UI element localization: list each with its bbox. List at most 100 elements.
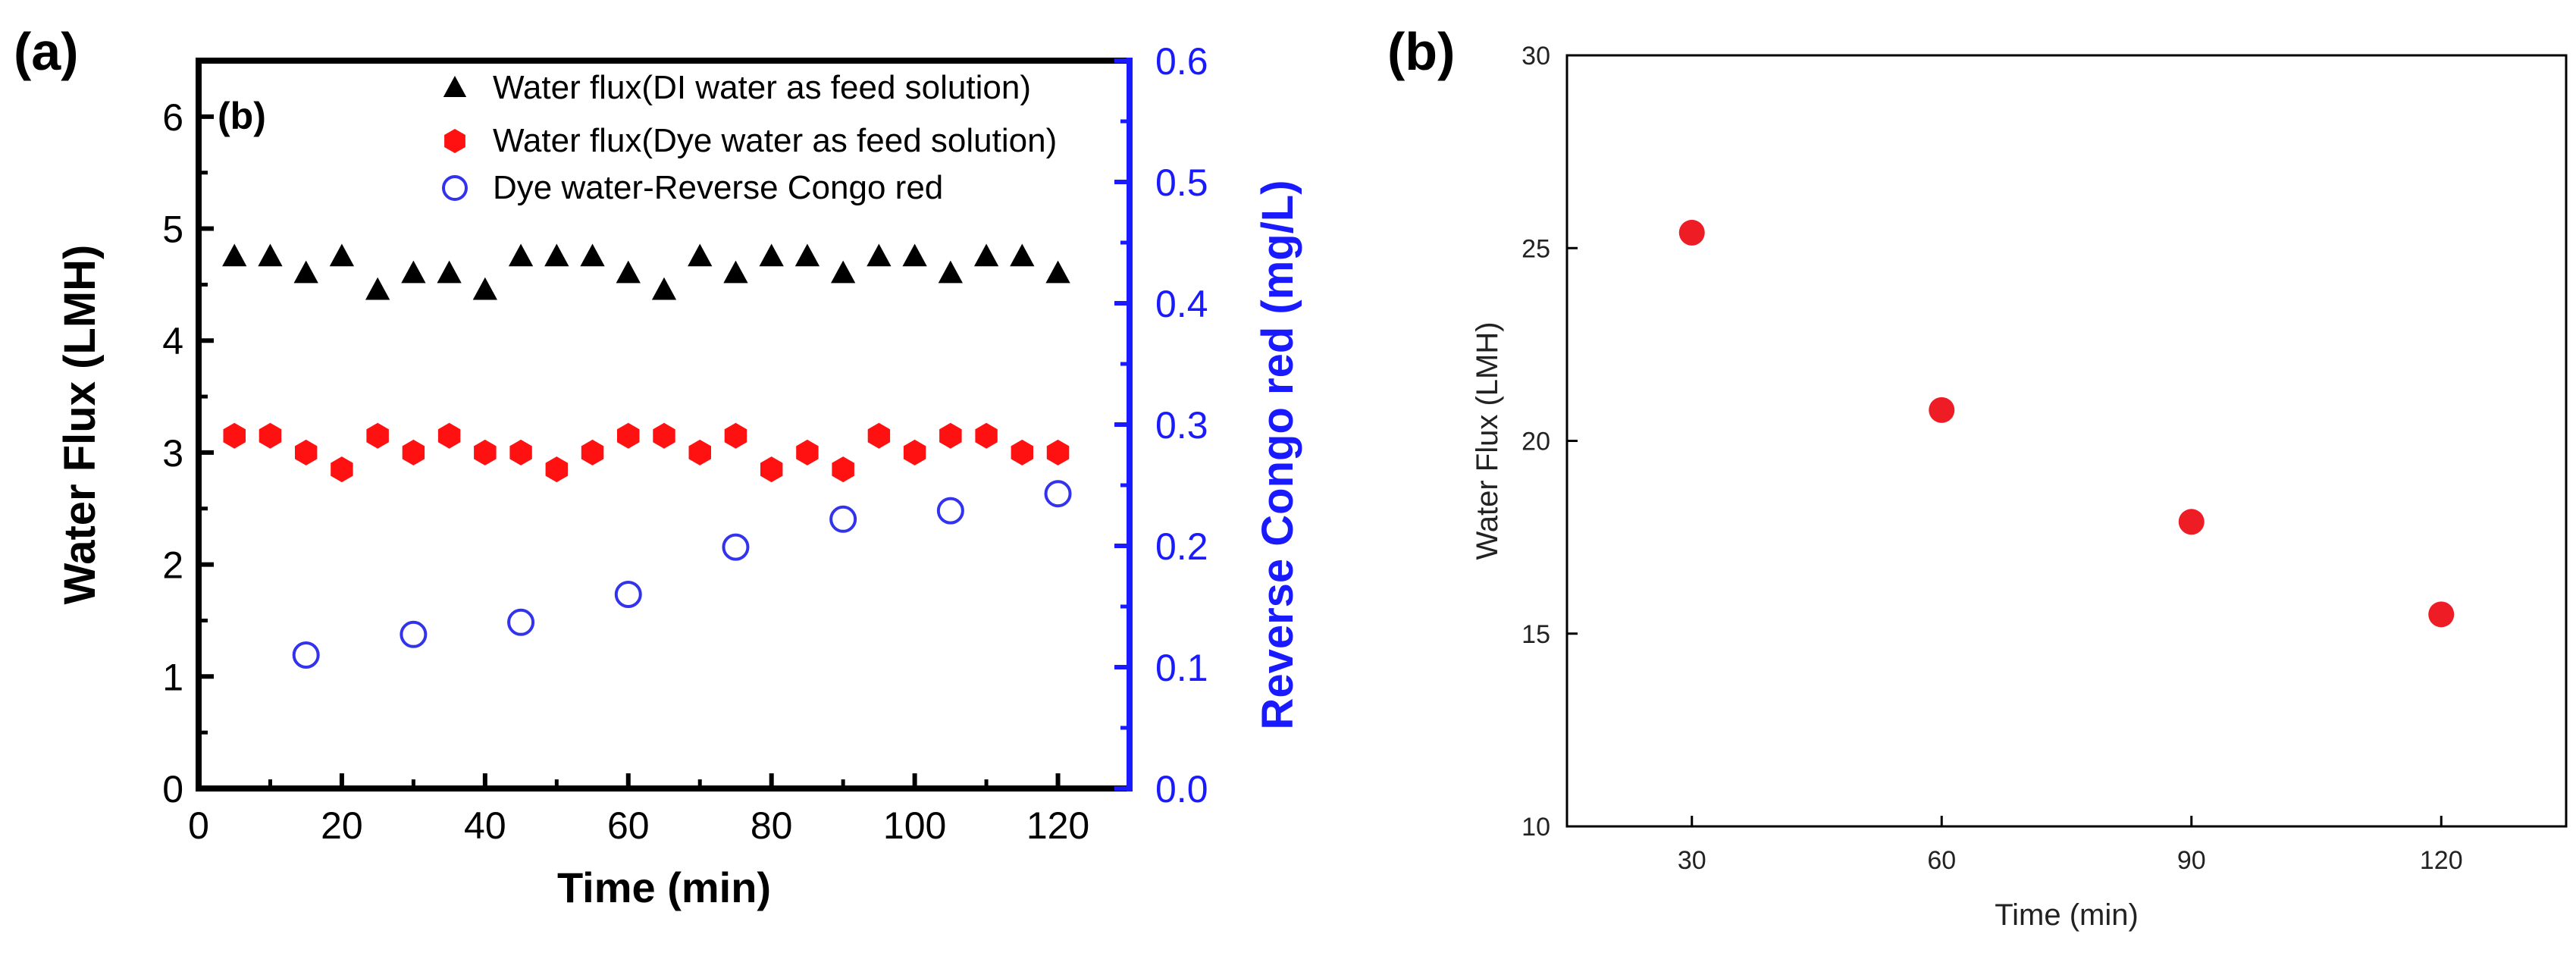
y-tick-label: 2 — [162, 544, 183, 587]
di-water-point — [973, 243, 999, 267]
congo-red-point — [829, 505, 857, 533]
legend-marker-dye — [444, 129, 465, 153]
congo-red-point — [614, 581, 642, 608]
x-tick-label: 30 — [1678, 846, 1706, 875]
di-water-point — [831, 260, 856, 284]
di-water-point — [437, 260, 462, 284]
x-tick-label: 120 — [1026, 804, 1089, 847]
dye-water-point — [223, 422, 246, 449]
y-tick-label: 1 — [162, 656, 183, 698]
dye-water-point — [796, 439, 819, 466]
di-water-point — [688, 243, 713, 267]
congo-red-point — [1044, 480, 1072, 508]
dye-water-point — [474, 439, 497, 466]
di-water-point — [293, 260, 318, 284]
di-water-point — [508, 243, 534, 267]
dye-water-point — [975, 422, 998, 449]
flux-point — [1678, 219, 1705, 246]
x-tick-label: 40 — [464, 804, 506, 847]
dye-water-point — [1046, 439, 1070, 466]
di-water-point — [794, 243, 820, 267]
flux-point — [2178, 509, 2205, 535]
di-water-point — [1045, 260, 1070, 284]
congo-red-point — [722, 533, 750, 561]
di-water-point — [723, 260, 748, 284]
plot-frame — [1565, 54, 2568, 828]
di-water-point — [651, 277, 677, 300]
dye-water-point — [688, 439, 711, 466]
x-tick-label: 60 — [607, 804, 650, 847]
dye-water-point — [509, 439, 532, 466]
di-water-point — [544, 243, 569, 267]
congo-red-point — [400, 620, 428, 648]
y2-tick-label: 0.3 — [1155, 404, 1208, 447]
di-water-point — [401, 260, 426, 284]
di-water-point — [580, 243, 605, 267]
dye-water-point — [939, 422, 962, 449]
panel-b-label: (b) — [1387, 22, 1455, 81]
x-tick-label: 60 — [1927, 846, 1956, 875]
di-water-point — [867, 243, 892, 267]
y2-tick-label: 0.6 — [1155, 40, 1208, 83]
x-tick-label: 20 — [321, 804, 363, 847]
y-tick-label: 25 — [1521, 234, 1550, 263]
dye-water-point — [617, 422, 640, 449]
inner-panel-label: (b) — [218, 95, 266, 137]
y-tick-label: 15 — [1521, 620, 1550, 649]
dye-water-point — [581, 439, 604, 466]
dye-water-point — [366, 422, 389, 449]
flux-point — [1929, 397, 1955, 423]
x-tick-label: 120 — [2420, 846, 2463, 875]
panel-a-label: (a) — [14, 22, 79, 81]
di-water-point — [759, 243, 784, 267]
x-tick-label: 80 — [751, 804, 793, 847]
legend-label-congo: Dye water-Reverse Congo red — [493, 169, 943, 206]
x-tick-label: 90 — [2177, 846, 2206, 875]
x-axis-label: Time (min) — [1995, 898, 2139, 932]
dye-water-point — [437, 422, 461, 449]
dye-water-point — [259, 422, 282, 449]
di-water-point — [258, 243, 283, 267]
y2-tick-label: 0.5 — [1155, 161, 1208, 204]
y-tick-label: 30 — [1521, 42, 1550, 71]
x-tick-label: 100 — [883, 804, 946, 847]
chart-b: 10 15 20 25 30 30 60 90 120 Time (min) Water Flux … — [1471, 42, 2568, 932]
y-tick-label: 5 — [162, 208, 183, 251]
di-water-point — [938, 260, 963, 284]
dye-water-point — [331, 456, 353, 483]
chart-a: 0 1 2 3 4 5 6 0.0 0.1 0.2 0.3 0.4 0.5 0.6 0 20 40 60 80 100… — [55, 40, 1302, 911]
legend-label-dye: Water flux(Dye water as feed solution) — [493, 122, 1057, 159]
legend-marker-di — [443, 76, 467, 97]
di-water-point — [365, 277, 390, 300]
di-water-point — [1010, 243, 1035, 267]
y2-tick-label: 0.2 — [1155, 525, 1208, 568]
dye-water-point — [1011, 439, 1033, 466]
x-axis-label: Time (min) — [557, 864, 771, 911]
congo-red-point — [936, 497, 964, 525]
y2-axis-label: Reverse Congo red (mg/L) — [1253, 180, 1302, 729]
y-tick-label: 10 — [1521, 813, 1550, 842]
legend-label-di: Water flux(DI water as feed solution) — [493, 69, 1031, 106]
y-axis-label: Water Flux (LMH) — [55, 245, 105, 605]
di-water-point — [222, 243, 247, 267]
y-tick-label: 6 — [162, 96, 183, 139]
di-water-point — [902, 243, 927, 267]
y-tick-label: 4 — [162, 320, 183, 362]
y2-tick-label: 0.4 — [1155, 283, 1208, 325]
dye-water-point — [903, 439, 926, 466]
y-axis-label: Water Flux (LMH) — [1471, 321, 1504, 560]
di-water-point — [329, 243, 355, 267]
dye-water-point — [760, 456, 783, 483]
dye-water-point — [295, 439, 318, 466]
dye-water-point — [653, 422, 675, 449]
congo-red-point — [292, 641, 320, 669]
dye-water-point — [832, 456, 854, 483]
di-water-point — [472, 277, 497, 300]
congo-red-point — [507, 608, 535, 636]
y2-tick-label: 0.1 — [1155, 647, 1208, 689]
dye-water-point — [402, 439, 425, 466]
flux-point — [2428, 601, 2455, 628]
y-tick-label: 3 — [162, 432, 183, 475]
dye-water-point — [545, 456, 568, 483]
